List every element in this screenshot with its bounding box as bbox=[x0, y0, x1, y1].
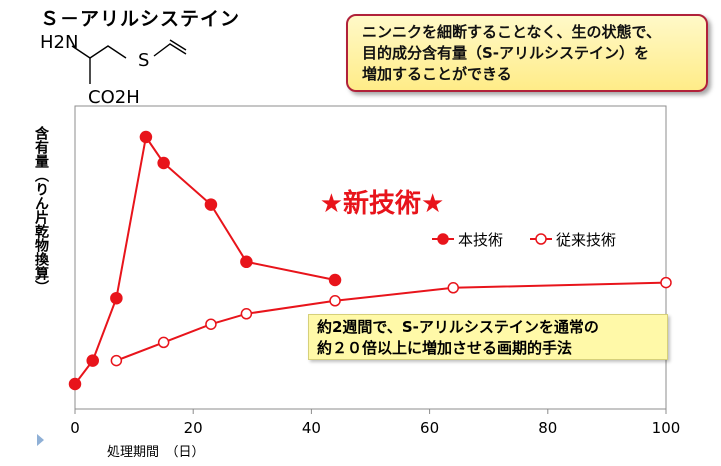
callout-line: ニンニクを細断することなく、生の状態で、 bbox=[362, 23, 661, 41]
data-point bbox=[660, 276, 672, 289]
x-tick-label: 60 bbox=[420, 419, 439, 437]
data-point bbox=[68, 377, 82, 391]
data-point bbox=[139, 130, 153, 144]
note-line: 約２０倍以上に増加させる画期的手法 bbox=[317, 339, 573, 357]
data-point bbox=[329, 295, 341, 307]
x-axis-label: 処理期間 （日） bbox=[107, 445, 205, 460]
data-point bbox=[110, 354, 123, 367]
callout-line: 増加することができる bbox=[362, 65, 512, 83]
callout-box: ニンニクを細断することなく、生の状態で、 目的成分含有量（S-アリルシステイン）… bbox=[346, 14, 708, 92]
data-point bbox=[447, 282, 459, 294]
note-line: 約2週間で、S-アリルシステインを通常の bbox=[317, 318, 599, 336]
chemical-structure: H2N S CO2H bbox=[40, 32, 187, 106]
amine-group: H2N bbox=[40, 32, 78, 53]
plot-area bbox=[74, 105, 667, 410]
carbon-chain bbox=[71, 45, 127, 59]
callout-line: 目的成分含有量（S-アリルシステイン）を bbox=[362, 44, 650, 62]
data-point bbox=[86, 354, 99, 367]
x-tick-label: 100 bbox=[652, 419, 681, 437]
data-point bbox=[204, 198, 218, 211]
compound-name: Ｓ－アリルシステイン bbox=[40, 8, 241, 30]
x-tick-label: 40 bbox=[302, 419, 321, 437]
double-bond bbox=[169, 39, 187, 51]
x-tick-label: 80 bbox=[538, 419, 557, 437]
data-point bbox=[240, 255, 253, 269]
data-point bbox=[240, 308, 253, 320]
note-box: 約2週間で、S-アリルシステインを通常の 約２０倍以上に増加させる画期的手法 bbox=[308, 314, 668, 360]
legend-marker bbox=[437, 233, 449, 245]
data-point bbox=[205, 318, 217, 330]
data-point bbox=[157, 336, 170, 349]
series-line-1 bbox=[74, 134, 336, 385]
x-tick-label: 0 bbox=[70, 419, 80, 437]
chart-annotation: ★新技術★ bbox=[320, 188, 445, 219]
data-point bbox=[157, 156, 170, 170]
legend-label: 本技術 bbox=[458, 231, 503, 249]
allyl-chain bbox=[153, 43, 187, 57]
data-point bbox=[328, 273, 342, 287]
sulfur-atom: S bbox=[138, 50, 149, 71]
carboxyl-group: CO2H bbox=[88, 87, 140, 106]
bullet-arrow-icon bbox=[37, 434, 44, 446]
y-axis-label: 含有量（りん片乾物換算） bbox=[33, 126, 49, 294]
x-tick-label: 20 bbox=[184, 419, 203, 437]
data-point bbox=[110, 291, 123, 305]
legend-label: 従来技術 bbox=[556, 231, 616, 249]
legend-marker bbox=[535, 233, 547, 245]
